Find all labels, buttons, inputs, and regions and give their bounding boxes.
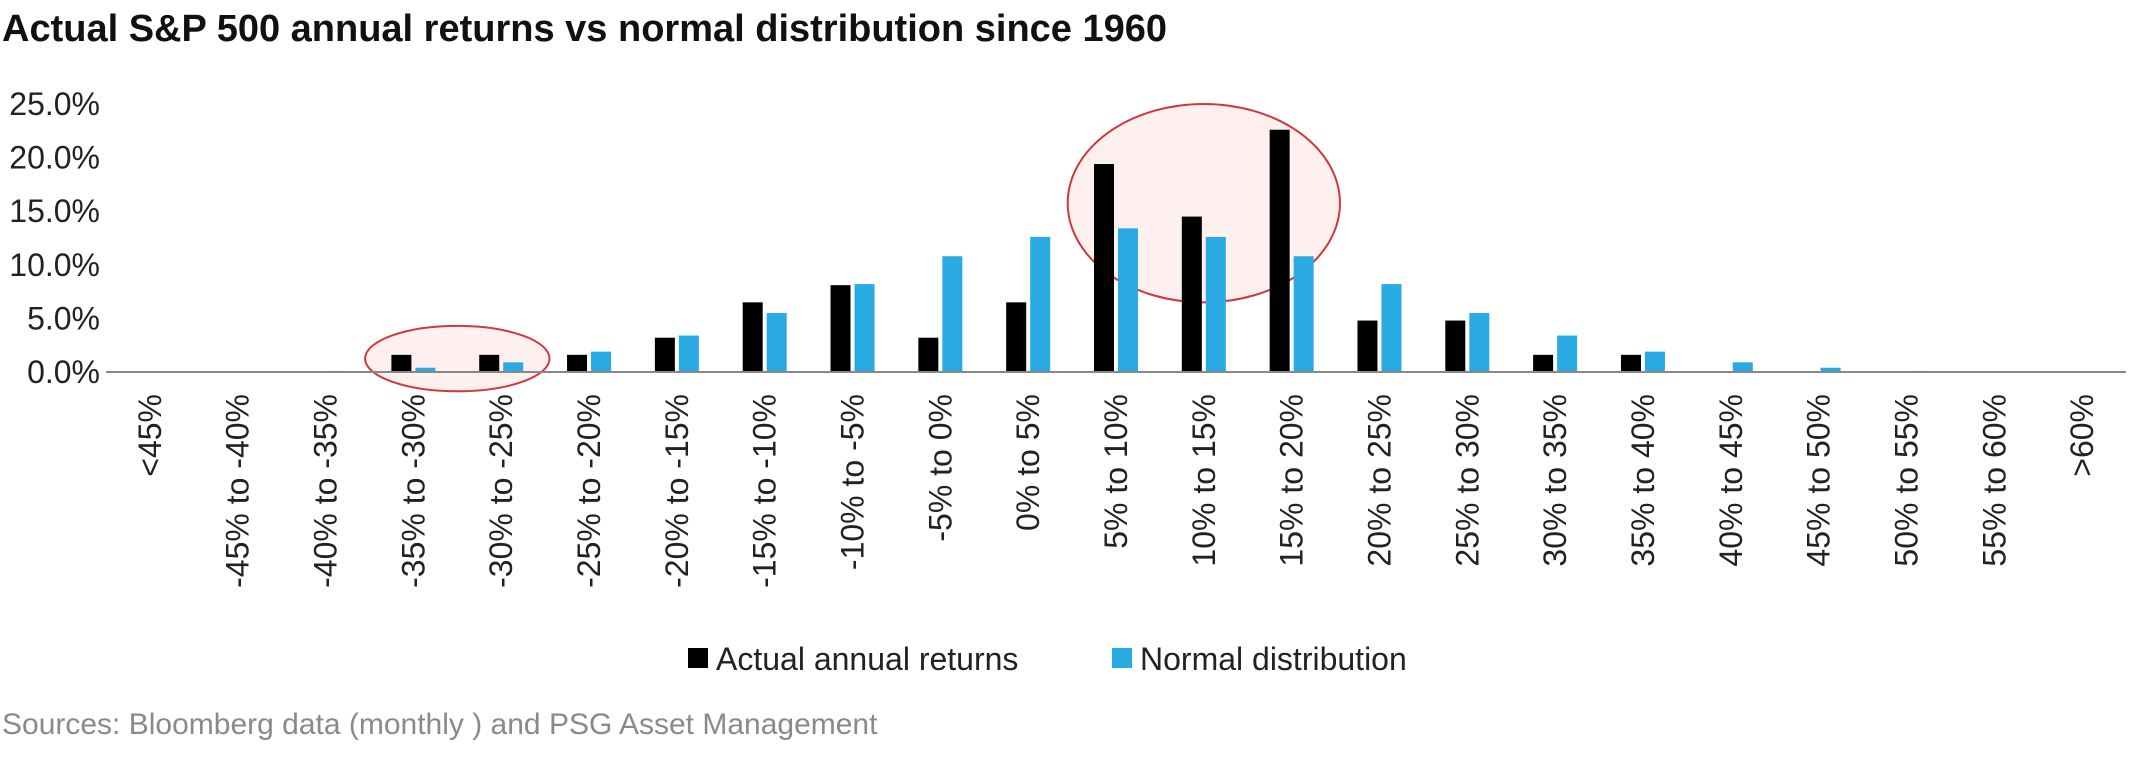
x-tick-label: -35% to -30%: [395, 394, 431, 588]
y-tick-label: 25.0%: [9, 86, 100, 122]
x-tick-label: 35% to 40%: [1625, 394, 1661, 567]
bar-normal: [766, 313, 787, 372]
x-tick-label: -5% to 0%: [922, 394, 958, 542]
bar-normal: [1820, 367, 1841, 372]
bars-layer: [327, 129, 1929, 372]
x-tick-label: 5% to 10%: [1098, 394, 1134, 549]
x-tick-label: -45% to -40%: [220, 394, 256, 588]
bar-normal: [415, 367, 436, 372]
x-tick-label: 45% to 50%: [1801, 394, 1837, 567]
bar-normal: [1469, 313, 1490, 372]
x-tick-label: >60%: [2064, 394, 2100, 477]
bar-actual: [742, 302, 763, 372]
x-tick-label: 10% to 15%: [1186, 394, 1222, 567]
bar-normal: [1732, 362, 1753, 372]
bar-normal: [1381, 284, 1402, 372]
y-axis: 0.0% 5.0% 10.0% 15.0% 20.0% 25.0%: [9, 86, 100, 390]
bar-normal: [1644, 351, 1665, 372]
bar-actual: [391, 354, 412, 372]
bar-actual: [830, 285, 851, 372]
x-tick-label: 50% to 55%: [1888, 394, 1924, 567]
y-tick-label: 0.0%: [27, 354, 100, 390]
highlight-ellipse-1: [364, 324, 551, 393]
bar-normal: [854, 284, 875, 372]
bar-actual: [918, 337, 939, 372]
x-tick-label: -40% to -35%: [308, 394, 344, 588]
y-tick-label: 10.0%: [9, 247, 100, 283]
bar-normal: [1118, 228, 1138, 372]
legend-label-normal: Normal distribution: [1140, 641, 1407, 677]
bar-normal: [678, 335, 699, 372]
x-tick-label: 15% to 20%: [1274, 394, 1310, 567]
bar-actual: [1094, 164, 1114, 372]
chart-title: Actual S&P 500 annual returns vs normal …: [2, 8, 1168, 50]
bar-actual: [1620, 354, 1641, 372]
bar-actual: [1445, 320, 1466, 372]
x-tick-label: 30% to 35%: [1537, 394, 1573, 567]
bar-actual: [479, 354, 500, 372]
x-tick-label: -20% to -15%: [659, 394, 695, 588]
bar-actual: [1181, 216, 1202, 372]
x-tick-label: 20% to 25%: [1361, 394, 1397, 567]
x-tick-label: 55% to 60%: [1976, 394, 2012, 567]
bar-actual: [1269, 129, 1290, 372]
y-tick-label: 15.0%: [9, 193, 100, 229]
bar-normal: [1557, 335, 1578, 372]
bar-normal: [503, 362, 524, 372]
x-tick-label: 40% to 45%: [1713, 394, 1749, 567]
legend-swatch-normal: [1112, 648, 1132, 668]
x-tick-label: 25% to 30%: [1449, 394, 1485, 567]
bar-actual: [1533, 354, 1554, 372]
x-tick-label: -25% to -20%: [571, 394, 607, 588]
legend-swatch-actual: [688, 648, 708, 668]
legend-label-actual: Actual annual returns: [716, 641, 1018, 677]
bar-normal: [591, 351, 612, 372]
y-tick-label: 5.0%: [27, 300, 100, 336]
bar-actual: [1357, 320, 1378, 372]
bar-actual: [654, 337, 675, 372]
x-axis: <45% -45% to -40% -40% to -35% -35% to -30%…: [106, 371, 2126, 588]
bar-actual: [1006, 302, 1027, 372]
x-tick-label: -30% to -25%: [483, 394, 519, 588]
bar-normal: [1205, 236, 1226, 372]
x-tick-label: -15% to -10%: [747, 394, 783, 588]
bar-normal: [942, 256, 963, 372]
source-note: Sources: Bloomberg data (monthly ) and P…: [2, 708, 878, 741]
x-tick-label: 0% to 5%: [1010, 394, 1046, 531]
x-tick-label: <45%: [132, 394, 168, 477]
bar-normal: [1030, 236, 1051, 372]
legend: Actual annual returns Normal distribution: [688, 641, 1407, 677]
bar-actual: [567, 354, 588, 372]
x-tick-label: -10% to -5%: [835, 394, 871, 570]
y-tick-label: 20.0%: [9, 140, 100, 176]
bar-normal: [1293, 256, 1314, 372]
